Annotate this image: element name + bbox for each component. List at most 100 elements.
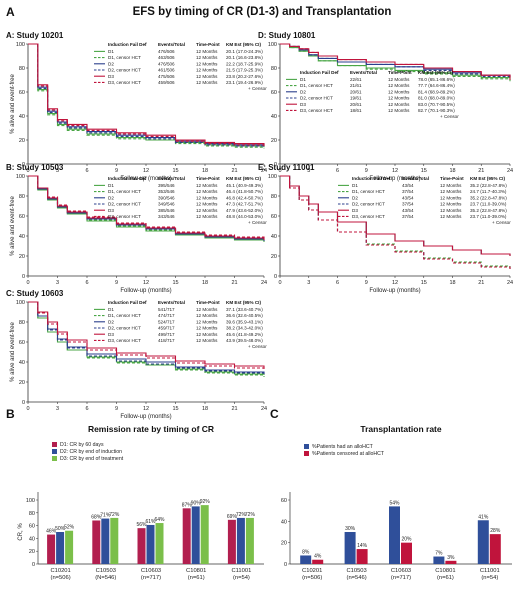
legend-series-name: D1 — [352, 183, 358, 188]
x-tick-label: 9 — [365, 280, 368, 286]
x-axis-label: Follow-up (months) — [120, 176, 171, 182]
legend-events: 22/61 — [350, 77, 362, 82]
legend-series-name: D1 — [300, 77, 306, 82]
km-legend: Induction Fail Def Events/Total Time-Point… — [94, 300, 267, 349]
bar — [47, 534, 56, 564]
y-tick-label: 80 — [19, 66, 25, 72]
bar-value-label: 8% — [302, 549, 310, 555]
y-tick-label: 20 — [29, 549, 35, 555]
legend-events: 461/506 — [158, 68, 175, 73]
legend-censor: + Censor — [248, 220, 267, 225]
km-panel-c: C: Study 10603 0 20 40 60 80 100 0 3 6 9 12 15 18 21 24… — [6, 289, 267, 420]
legend-series-name: D3, censor HCT — [352, 214, 385, 219]
legend-header-events: Events/Total — [402, 176, 429, 181]
x-tick-label: 18 — [449, 168, 455, 174]
x-tick-label: 18 — [449, 280, 455, 286]
legend-label: D1: CR by 60 days — [60, 442, 104, 448]
legend-time: 12 Months — [196, 208, 218, 213]
y-tick-label: 20 — [271, 254, 277, 260]
y-tick-label: 60 — [29, 524, 35, 530]
y-tick-label: 60 — [19, 340, 25, 346]
legend-label: D2: CR by end of induction — [60, 449, 122, 455]
legend-events: 20/61 — [350, 89, 362, 94]
legend-events: 19/61 — [350, 96, 362, 101]
legend-series-name: D2, censor HCT — [108, 202, 141, 207]
y-tick-label: 0 — [274, 162, 277, 168]
y-tick-label: 100 — [16, 300, 25, 306]
legend-km: 77.7 (64.6-86.4%) — [418, 83, 455, 88]
category-label: C10201 — [302, 568, 322, 574]
bar-value-label: 52% — [64, 525, 75, 531]
km-legend: Induction Fail Def Events/Total Time-Point… — [286, 70, 459, 119]
x-tick-label: 15 — [172, 168, 178, 174]
legend-events: 37/54 — [402, 202, 414, 207]
legend-series-name: D3, censor HCT — [108, 214, 141, 219]
legend-header-km: KM Est (95% CI) — [470, 176, 505, 181]
bar-value-label: 54% — [389, 500, 400, 506]
bar — [356, 549, 368, 564]
legend-km: 78.0 (65.1-86.6%) — [418, 77, 455, 82]
legend-header-km: KM Est (95% CI) — [226, 42, 261, 47]
main-title: EFS by timing of CR (D1-3) and Transplan… — [133, 6, 392, 18]
x-tick-label: 0 — [26, 406, 29, 412]
bar — [401, 542, 412, 564]
legend-time: 12 Months — [196, 55, 218, 60]
x-tick-label: 21 — [231, 280, 237, 286]
x-tick-label: 12 — [143, 280, 149, 286]
bar-value-label: 72% — [109, 512, 120, 518]
bar — [227, 519, 236, 564]
x-tick-label: 12 — [392, 168, 398, 174]
x-tick-label: 12 — [143, 406, 149, 412]
y-tick-label: 0 — [274, 274, 277, 280]
legend-header-time: Time-Point — [196, 176, 220, 181]
y-axis-label: % alive and event-free — [10, 321, 16, 381]
category-sublabel: (n=717) — [391, 575, 411, 581]
legend-series-name: D3, censor HCT — [300, 108, 333, 113]
y-tick-label: 0 — [32, 562, 35, 568]
category-label: C10603 — [391, 568, 411, 574]
legend-series-name: D1 — [108, 183, 114, 188]
category-label: C10503 — [96, 568, 116, 574]
bar — [312, 559, 324, 564]
legend-events: 476/506 — [158, 61, 175, 66]
x-tick-label: 3 — [56, 168, 59, 174]
legend-km: 22.2 (18.7-25.9%) — [226, 61, 263, 66]
legend-time: 12 Months — [196, 74, 218, 79]
category-sublabel: (n=54) — [233, 575, 250, 581]
legend-time: 12 Months — [388, 89, 410, 94]
km-curve-d3-censor-hct — [28, 43, 265, 148]
legend-censor: + Censor — [248, 86, 267, 91]
x-tick-label: 0 — [26, 168, 29, 174]
legend-series-name: D3, censor HCT — [108, 338, 141, 343]
legend-time: 12 Months — [196, 195, 218, 200]
y-tick-label: 60 — [19, 214, 25, 220]
y-tick-label: 20 — [19, 254, 25, 260]
legend-events: 475/506 — [158, 74, 175, 79]
bar — [155, 523, 164, 564]
km-legend: Induction Fail Def Events/Total Time-Point… — [94, 176, 267, 225]
km-legend: Induction Fail Def Events/Total Time-Point… — [338, 176, 511, 225]
x-tick-label: 18 — [202, 168, 208, 174]
legend-time: 12 Months — [388, 102, 410, 107]
legend-km: 47.3 (42.7-51.7%) — [226, 202, 263, 207]
bar-value-label: 7% — [435, 551, 443, 557]
legend-time: 12 Months — [388, 96, 410, 101]
legend-series-name: D1, censor HCT — [108, 55, 141, 60]
x-tick-label: 9 — [115, 168, 118, 174]
legend-time: 12 Months — [388, 108, 410, 113]
x-tick-label: 21 — [478, 280, 484, 286]
legend-series-name: D2 — [352, 195, 358, 200]
legend-series-name: D1, censor HCT — [300, 83, 333, 88]
bar-value-label: 46% — [46, 529, 57, 535]
x-tick-label: 15 — [172, 406, 178, 412]
legend-events: 474/717 — [158, 313, 175, 318]
legend-events: 395/546 — [158, 183, 175, 188]
legend-header-arm: Induction Fail Def — [352, 176, 391, 181]
legend-series-name: D3 — [108, 332, 114, 337]
legend-series-name: D3 — [300, 102, 306, 107]
legend-km: 43.9 (39.5-48.0%) — [226, 338, 263, 343]
